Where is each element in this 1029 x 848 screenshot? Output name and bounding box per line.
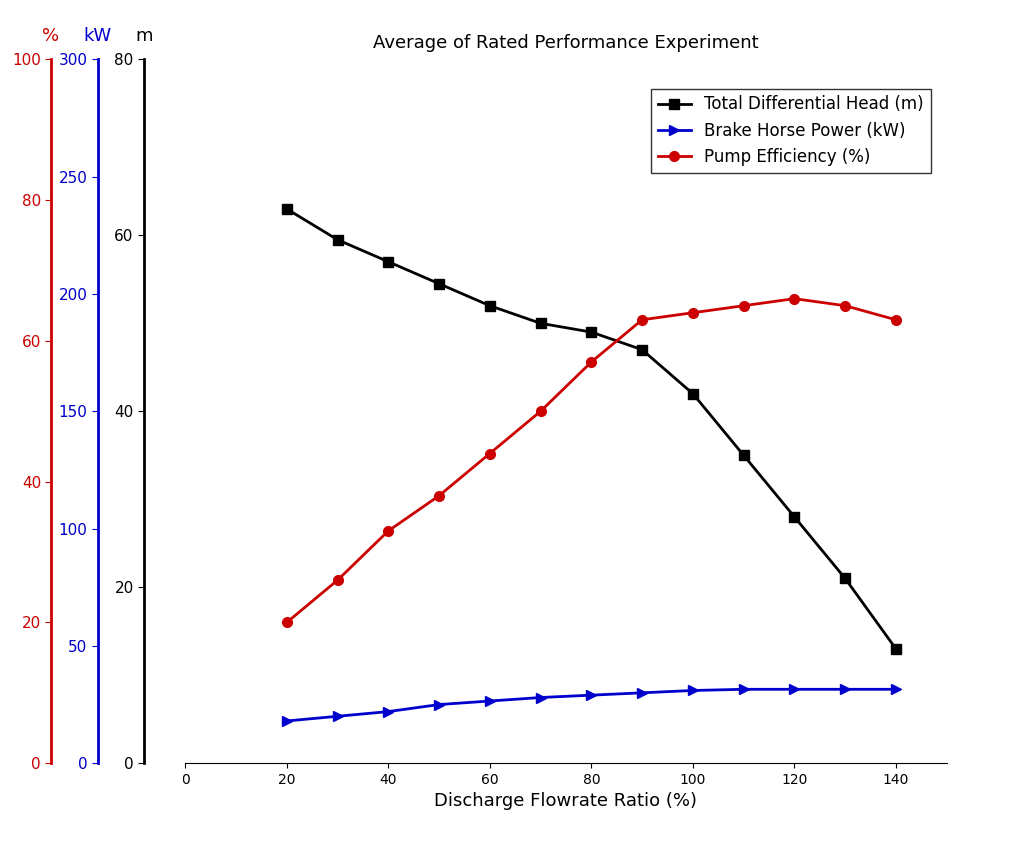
Pump Efficiency (%) [636,315,648,325]
Pump Efficiency (%) [839,300,851,310]
X-axis label: Discharge Flowrate Ratio (%): Discharge Flowrate Ratio (%) [434,793,698,811]
Pump Efficiency (%) [686,308,699,318]
Total Differential Head (m) [433,279,446,289]
Pump Efficiency (%) [534,406,546,416]
Brake Horse Power (kW) [686,685,699,695]
Total Differential Head (m) [738,450,750,460]
Pump Efficiency (%) [382,526,394,536]
Title: Average of Rated Performance Experiment: Average of Rated Performance Experiment [374,34,758,53]
Brake Horse Power (kW) [534,693,546,703]
Pump Efficiency (%) [788,293,801,304]
Brake Horse Power (kW) [788,684,801,695]
Line: Brake Horse Power (kW): Brake Horse Power (kW) [282,684,900,726]
Brake Horse Power (kW) [382,706,394,717]
Y-axis label: %: % [42,27,60,45]
Total Differential Head (m) [586,327,598,338]
Total Differential Head (m) [534,318,546,328]
Total Differential Head (m) [890,644,902,654]
Brake Horse Power (kW) [738,684,750,695]
Total Differential Head (m) [331,235,344,245]
Pump Efficiency (%) [331,575,344,585]
Brake Horse Power (kW) [586,690,598,700]
Total Differential Head (m) [686,388,699,399]
Pump Efficiency (%) [890,315,902,325]
Brake Horse Power (kW) [890,684,902,695]
Total Differential Head (m) [636,344,648,354]
Brake Horse Power (kW) [281,716,293,726]
Total Differential Head (m) [484,300,496,310]
Total Differential Head (m) [281,204,293,214]
Brake Horse Power (kW) [636,688,648,698]
Brake Horse Power (kW) [331,711,344,722]
Line: Total Differential Head (m): Total Differential Head (m) [282,204,900,654]
Y-axis label: m: m [135,27,152,45]
Pump Efficiency (%) [433,491,446,501]
Brake Horse Power (kW) [433,700,446,710]
Brake Horse Power (kW) [839,684,851,695]
Y-axis label: kW: kW [83,27,111,45]
Line: Pump Efficiency (%): Pump Efficiency (%) [282,293,900,628]
Total Differential Head (m) [839,573,851,583]
Brake Horse Power (kW) [484,696,496,706]
Legend: Total Differential Head (m), Brake Horse Power (kW), Pump Efficiency (%): Total Differential Head (m), Brake Horse… [651,89,931,173]
Total Differential Head (m) [788,511,801,522]
Pump Efficiency (%) [586,357,598,367]
Pump Efficiency (%) [281,617,293,628]
Total Differential Head (m) [382,257,394,267]
Pump Efficiency (%) [484,449,496,459]
Pump Efficiency (%) [738,300,750,310]
